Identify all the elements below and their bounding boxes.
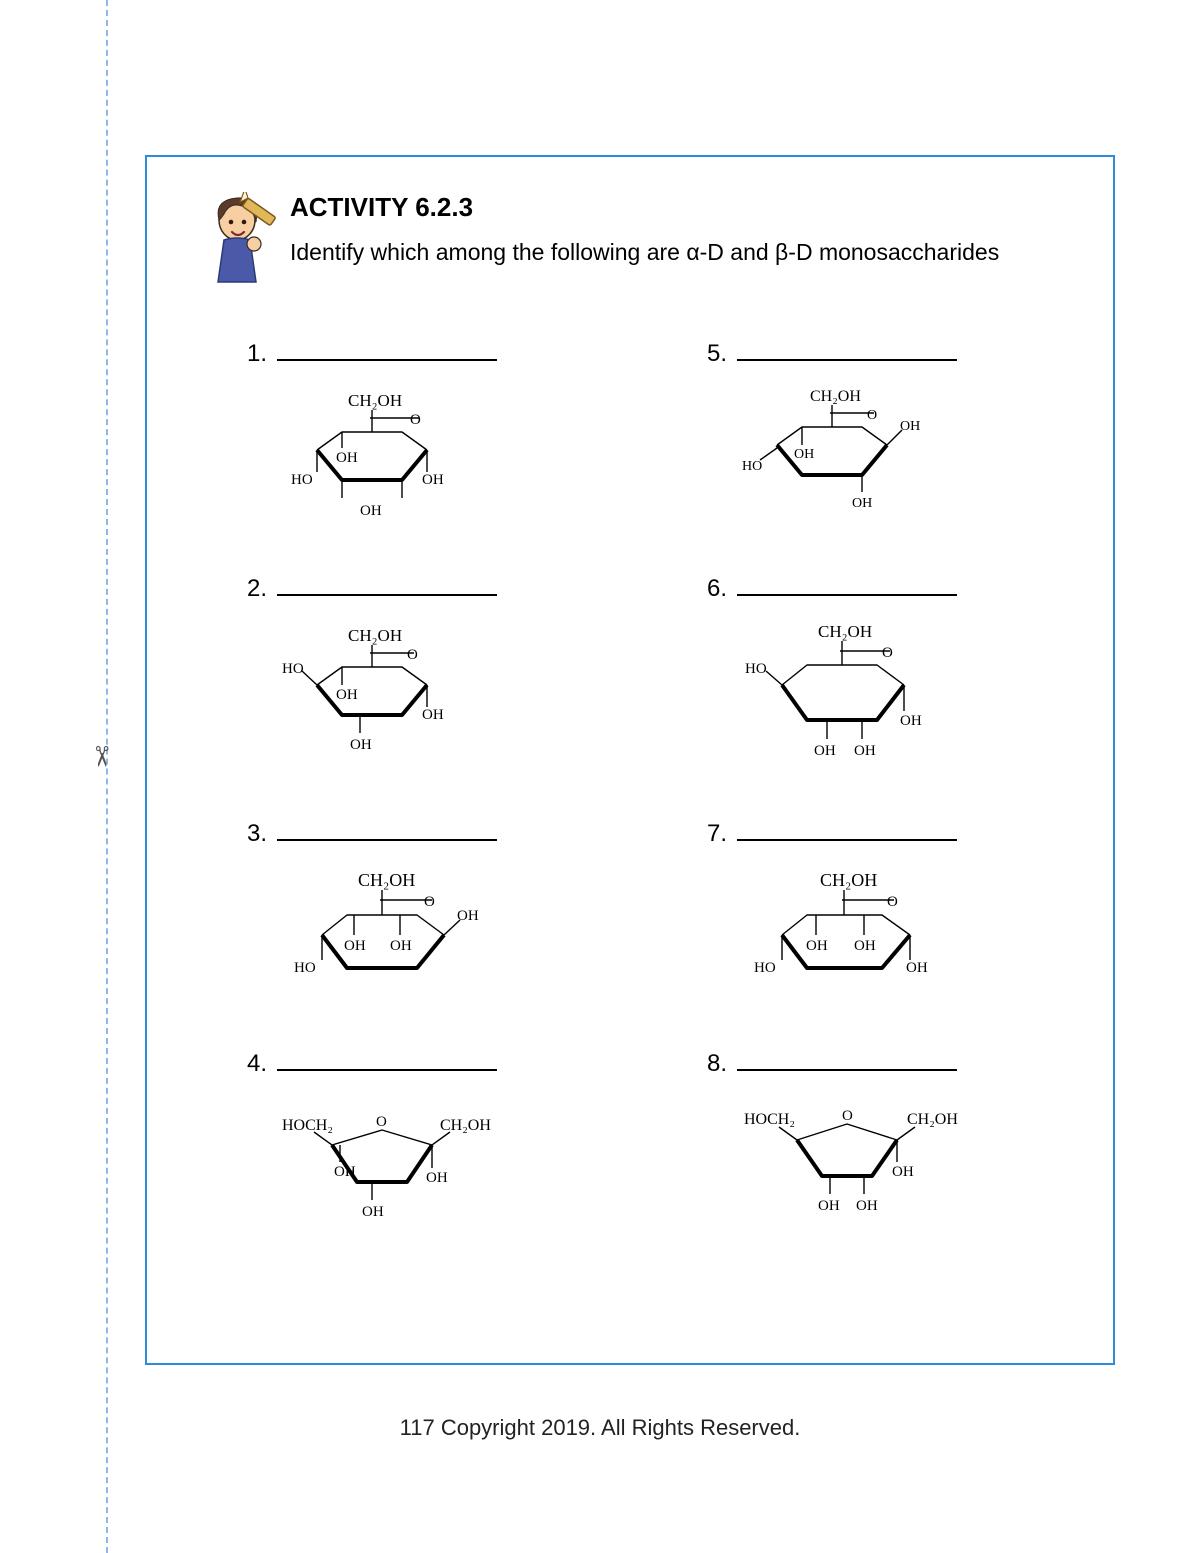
page-footer: 117 Copyright 2019. All Rights Reserved. (0, 1415, 1200, 1441)
answer-blank[interactable] (737, 817, 957, 841)
svg-text:OH: OH (856, 1198, 878, 1214)
item-2: 2. (237, 572, 597, 780)
svg-text:O: O (842, 1108, 853, 1124)
svg-text:OH: OH (818, 1198, 840, 1214)
item-6: 6. (697, 572, 1057, 790)
svg-text:CH₂OH: CH₂OH (348, 391, 402, 410)
svg-text:OH: OH (334, 1164, 356, 1180)
item-number: 8. (697, 1050, 727, 1078)
svg-text:CH₂OH: CH₂OH (440, 1117, 491, 1134)
item-number: 1. (237, 340, 267, 368)
structure-4: HOCH₂ O CH₂OH OH OH OH (282, 1090, 522, 1240)
svg-text:OH: OH (344, 938, 366, 954)
svg-text:CH₂OH: CH₂OH (907, 1111, 958, 1128)
svg-text:O: O (882, 645, 893, 661)
svg-text:OH: OH (360, 503, 382, 519)
item-1: 1. (237, 337, 597, 545)
svg-text:HO: HO (742, 459, 762, 474)
svg-text:OH: OH (794, 447, 814, 462)
svg-text:OH: OH (906, 960, 928, 976)
answer-blank[interactable] (277, 817, 497, 841)
svg-text:OH: OH (892, 1164, 914, 1180)
item-number: 5. (697, 340, 727, 368)
svg-text:HO: HO (754, 960, 776, 976)
svg-text:O: O (424, 894, 435, 910)
svg-text:HO: HO (745, 661, 767, 677)
answer-blank[interactable] (737, 337, 957, 361)
activity-header: ACTIVITY 6.2.3 Identify which among the … (202, 192, 1058, 287)
svg-text:OH: OH (336, 450, 358, 466)
structure-2: CH₂OH O HO OH OH OH (282, 615, 492, 775)
item-3: 3. (237, 817, 597, 1025)
svg-text:O: O (887, 894, 898, 910)
structures-grid: 1. (202, 337, 1058, 1297)
svg-text:OH: OH (457, 908, 479, 924)
svg-text:HO: HO (294, 960, 316, 976)
svg-text:OH: OH (854, 938, 876, 954)
item-8: 8. HOCH₂ (697, 1047, 1057, 1235)
page: ✂ ACTIVITY 6.2.3 Identify which among th… (0, 0, 1200, 1553)
svg-text:OH: OH (422, 707, 444, 723)
item-number: 3. (237, 820, 267, 848)
teacher-icon (202, 192, 280, 287)
svg-text:HOCH₂: HOCH₂ (282, 1117, 333, 1134)
activity-title: ACTIVITY 6.2.3 (290, 192, 1058, 223)
svg-text:OH: OH (814, 743, 836, 759)
svg-text:HOCH₂: HOCH₂ (744, 1111, 795, 1128)
svg-text:OH: OH (900, 713, 922, 729)
structure-3: CH₂OH O OH OH OH HO (282, 860, 512, 1020)
svg-text:O: O (867, 408, 877, 423)
svg-text:OH: OH (390, 938, 412, 954)
answer-blank[interactable] (737, 1047, 957, 1071)
structure-1: CH₂OH O OH HO OH OH (282, 380, 492, 540)
item-number: 6. (697, 575, 727, 603)
svg-text:CH₂OH: CH₂OH (810, 388, 861, 405)
svg-text:OH: OH (900, 419, 920, 434)
answer-blank[interactable] (277, 572, 497, 596)
answer-blank[interactable] (277, 337, 497, 361)
svg-text:OH: OH (362, 1204, 384, 1220)
structure-8: HOCH₂ O CH₂OH OH OH OH (742, 1090, 992, 1230)
structure-6: CH₂OH O HO OH OH OH (742, 615, 962, 785)
activity-intro: ACTIVITY 6.2.3 Identify which among the … (290, 192, 1058, 272)
svg-text:OH: OH (350, 737, 372, 753)
svg-text:CH₂OH: CH₂OH (348, 626, 402, 645)
item-7: 7. (697, 817, 1057, 1015)
svg-text:O: O (376, 1114, 387, 1130)
answer-blank[interactable] (737, 572, 957, 596)
activity-description: Identify which among the following are α… (290, 233, 1058, 272)
svg-text:OH: OH (336, 687, 358, 703)
item-number: 7. (697, 820, 727, 848)
svg-text:HO: HO (291, 472, 313, 488)
svg-text:CH₂OH: CH₂OH (358, 870, 415, 890)
svg-text:OH: OH (854, 743, 876, 759)
svg-text:O: O (410, 412, 421, 428)
svg-text:OH: OH (422, 472, 444, 488)
activity-box: ACTIVITY 6.2.3 Identify which among the … (145, 155, 1115, 1365)
structure-5: CH₂OH O OH OH HO OH (742, 380, 952, 530)
cut-line (106, 0, 108, 1553)
svg-text:OH: OH (426, 1170, 448, 1186)
item-number: 2. (237, 575, 267, 603)
structure-7: CH₂OH O OH OH OH HO (742, 860, 982, 1010)
svg-text:CH₂OH: CH₂OH (818, 622, 872, 641)
svg-text:O: O (407, 647, 418, 663)
item-5: 5. (697, 337, 1057, 535)
svg-text:OH: OH (852, 496, 872, 511)
item-4: 4. (237, 1047, 597, 1245)
answer-blank[interactable] (277, 1047, 497, 1071)
svg-text:CH₂OH: CH₂OH (820, 870, 877, 890)
svg-text:OH: OH (806, 938, 828, 954)
item-number: 4. (237, 1050, 267, 1078)
scissor-icon: ✂ (85, 745, 118, 768)
svg-text:HO: HO (282, 661, 304, 677)
